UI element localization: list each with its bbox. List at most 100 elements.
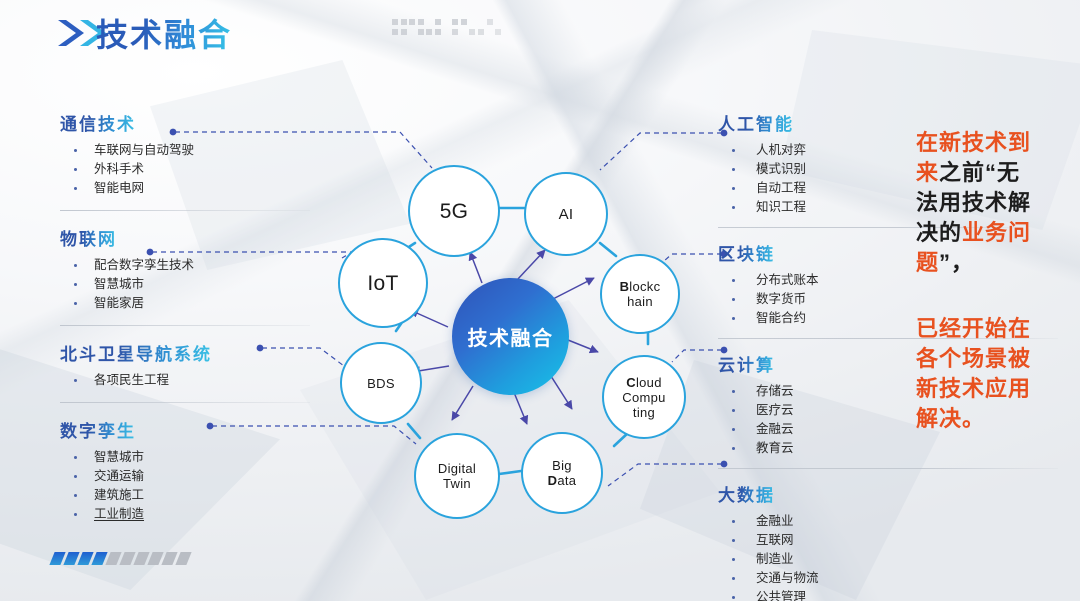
list-item: 配合数字孪生技术 (60, 256, 310, 275)
dot (400, 29, 407, 35)
list-item: 智慧城市 (60, 275, 310, 294)
callout-run: ”， (939, 250, 975, 275)
group-items: 分布式账本 数字货币 智能合约 (718, 271, 918, 328)
connector-dot (720, 460, 728, 468)
node-label: 5G (439, 199, 469, 223)
right-group-cloud: 云计算 存储云 医疗云 金融云 教育云 (718, 351, 918, 458)
list-item: 各项民生工程 (60, 371, 310, 390)
connector-dot (146, 248, 154, 256)
dot (435, 29, 441, 35)
dot (400, 19, 407, 25)
group-heading: 云计算 (718, 351, 775, 376)
divider (718, 227, 1018, 228)
node-bds[interactable]: BDS (340, 342, 422, 424)
right-group-ai: 人工智能 人机对弈 模式识别 自动工程 知识工程 (718, 110, 918, 217)
node-5g[interactable]: 5G (408, 165, 500, 257)
list-item: 公共管理 (718, 588, 918, 601)
callout-run: 到来 (916, 130, 1032, 185)
hub-label: 技术融合 (467, 328, 554, 350)
left-panel: 通信技术 车联网与自动驾驶 外科手术 智能电网 物联网 配合数字孪生技术 智慧城… (60, 110, 310, 524)
callout-run: 之前 (939, 160, 986, 185)
connector-dot (169, 128, 177, 136)
list-item: 模式识别 (718, 160, 918, 179)
node-blockchain[interactable]: Blockc hain (600, 254, 680, 334)
callout-run: 业务问 (962, 220, 1032, 245)
list-item: 工业制造 (60, 505, 310, 524)
group-heading: 人工智能 (718, 110, 794, 135)
stripe-bar (175, 552, 192, 565)
dot (469, 29, 476, 35)
group-heading: 北斗卫星导航系统 (60, 340, 212, 365)
dot (460, 19, 467, 25)
divider (60, 325, 310, 326)
list-item: 存储云 (718, 382, 918, 401)
left-group-communications: 通信技术 车联网与自动驾驶 外科手术 智能电网 (60, 110, 310, 198)
connector-dot (256, 344, 264, 352)
list-item: 互联网 (718, 531, 918, 550)
dot (417, 29, 424, 35)
callout-run: 题 (916, 250, 940, 275)
list-item: 人机对弈 (718, 141, 918, 160)
node-label: Big Data (547, 458, 577, 488)
group-items: 智慧城市 交通运输 建筑施工 工业制造 (60, 448, 310, 524)
group-items: 各项民生工程 (60, 371, 310, 390)
dot (452, 19, 459, 25)
callout-run: 在新技术 (916, 130, 1009, 155)
callout-paragraph-1: 在新技术到来之前“无法用技术解决的业务问题”， (916, 128, 1040, 278)
slanted-bars-decoration (49, 552, 192, 565)
left-group-iot: 物联网 配合数字孪生技术 智慧城市 智能家居 (60, 225, 310, 313)
dot (478, 29, 484, 35)
list-item: 金融云 (718, 420, 918, 439)
dot (392, 29, 398, 35)
divider (60, 402, 310, 403)
list-item: 智慧城市 (60, 448, 310, 467)
hub-node: 技术融合 (452, 278, 569, 395)
list-item: 制造业 (718, 550, 918, 569)
divider (60, 210, 310, 211)
list-item: 智能电网 (60, 179, 310, 198)
group-heading: 区块链 (718, 240, 775, 265)
node-label: Digital Twin (437, 461, 477, 491)
list-item: 外科手术 (60, 160, 310, 179)
list-item: 教育云 (718, 439, 918, 458)
node-label: BDS (367, 375, 395, 391)
list-item: 金融业 (718, 512, 918, 531)
node-label: AI (558, 205, 574, 223)
dot (426, 29, 433, 35)
list-item: 自动工程 (718, 179, 918, 198)
left-group-beidou: 北斗卫星导航系统 各项民生工程 (60, 340, 310, 390)
node-iot[interactable]: IoT (338, 238, 428, 328)
group-heading: 通信技术 (60, 110, 136, 135)
list-item: 交通与物流 (718, 569, 918, 588)
dot (409, 19, 416, 25)
callout-run: 的 (939, 220, 963, 245)
list-item: 建筑施工 (60, 486, 310, 505)
right-group-blockchain: 区块链 分布式账本 数字货币 智能合约 (718, 240, 918, 328)
node-ai[interactable]: AI (524, 172, 608, 256)
callout-run: “无法用 (916, 160, 1021, 215)
node-big-data[interactable]: Big Data (521, 432, 603, 514)
node-digital-twin[interactable]: Digital Twin (414, 433, 500, 519)
group-heading: 物联网 (60, 225, 117, 250)
right-panel: 人工智能 人机对弈 模式识别 自动工程 知识工程 区块链 分布式账本 数字货币 … (718, 110, 1058, 601)
slide-header: 技术融合 (0, 0, 1080, 66)
list-item: 智能家居 (60, 294, 310, 313)
dot (495, 29, 502, 35)
connector-dot (206, 422, 214, 430)
group-items: 车联网与自动驾驶 外科手术 智能电网 (60, 141, 310, 198)
dot (417, 19, 424, 25)
connector-dot (720, 346, 728, 354)
list-item: 分布式账本 (718, 271, 918, 290)
group-items: 配合数字孪生技术 智慧城市 智能家居 (60, 256, 310, 313)
list-item: 交通运输 (60, 467, 310, 486)
node-label: IoT (367, 271, 399, 295)
node-label: Blockc hain (619, 279, 661, 309)
list-item: 车联网与自动驾驶 (60, 141, 310, 160)
divider (718, 468, 1058, 469)
node-cloud-computing[interactable]: Cloud Compu ting (602, 355, 686, 439)
page-title: 技术融合 (96, 10, 232, 56)
group-items: 存储云 医疗云 金融云 教育云 (718, 382, 918, 458)
callout-paragraph-2: 已经开始在各个场景被新技术应用解决。 (916, 314, 1040, 434)
callout-block: 在新技术到来之前“无法用技术解决的业务问题”， 已经开始在各个场景被新技术应用解… (916, 128, 1040, 434)
